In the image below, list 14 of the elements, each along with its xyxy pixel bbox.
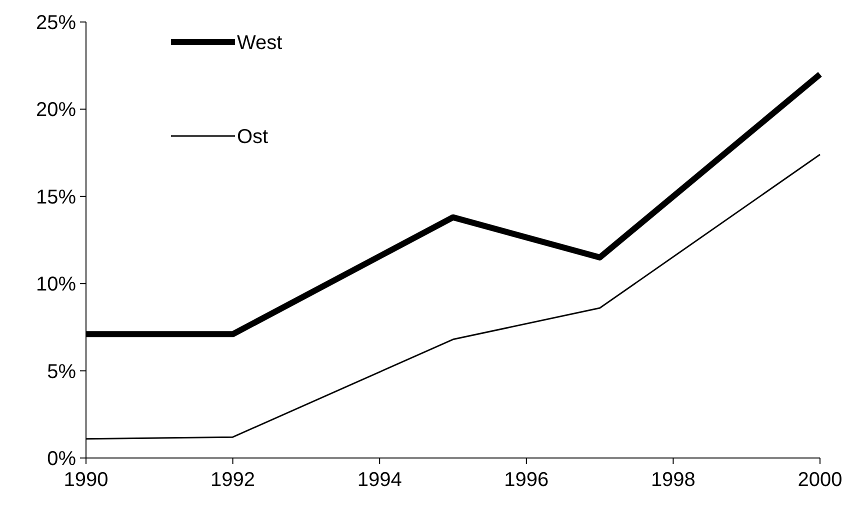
x-tick-label: 1998 xyxy=(650,469,696,491)
legend-label: West xyxy=(237,32,283,54)
y-tick-label: 5% xyxy=(47,360,76,383)
x-tick-label: 1994 xyxy=(357,469,402,491)
x-tick-label: 2000 xyxy=(798,469,842,491)
legend-label: Ost xyxy=(237,126,269,148)
y-tick-label: 10% xyxy=(36,274,76,296)
x-tick-label: 1990 xyxy=(64,469,108,491)
y-tick-label: 20% xyxy=(36,99,76,122)
x-tick-label: 1992 xyxy=(210,469,256,491)
y-tick-label: 15% xyxy=(36,186,76,208)
y-tick-label: 0% xyxy=(47,448,76,470)
x-tick-label: 1996 xyxy=(504,469,549,491)
y-tick-label: 25% xyxy=(36,12,76,34)
